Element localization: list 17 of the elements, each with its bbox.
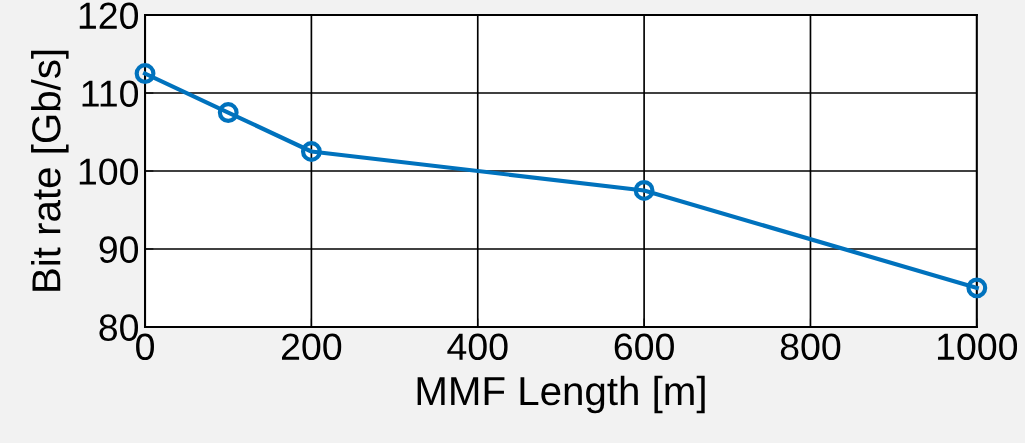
x-tick-label: 400 [447,333,508,361]
point [633,180,655,201]
y-tick-label: 110 [82,80,139,107]
y-tick-label: 120 [79,2,139,30]
y-tick-label: 90 [99,236,139,263]
x-tick-label: 200 [282,333,342,361]
x-axis-title: MMF Length [m] [417,375,705,414]
y-tick-label: 80 [99,314,139,341]
x-tick-label: 0 [136,333,154,361]
x-tick-label: 600 [614,333,674,361]
point [300,141,322,162]
point [217,102,239,123]
point [966,277,988,299]
y-tick-label: 100 [79,158,139,185]
y-axis-title: Bit rate [Gb/s] [31,50,69,291]
x-tick-label: 1000 [937,333,1018,361]
x-tick-label: 800 [780,333,841,361]
